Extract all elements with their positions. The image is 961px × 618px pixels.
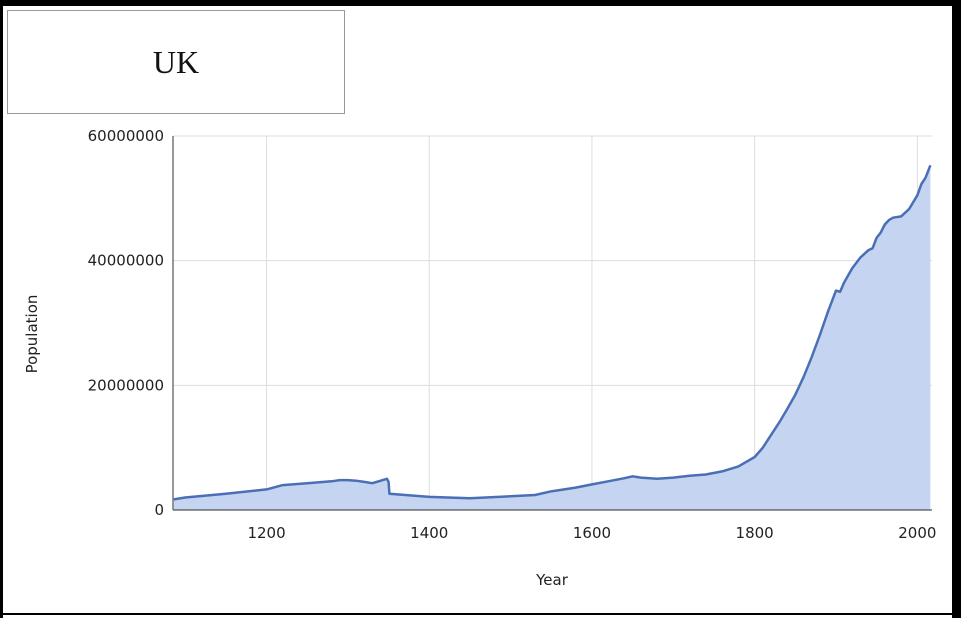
- chart-title: UK: [152, 43, 200, 80]
- frame-bottom: [0, 613, 961, 615]
- y-tick-label: 60000000: [88, 127, 164, 145]
- y-tick-label: 40000000: [88, 252, 164, 270]
- population-line: [173, 164, 932, 501]
- frame-right: [952, 0, 961, 618]
- x-axis-title: Year: [535, 571, 569, 589]
- x-tick-label: 1600: [573, 524, 611, 542]
- axes: [172, 136, 932, 511]
- y-tick-label: 0: [154, 501, 164, 519]
- x-tick-label: 1400: [410, 524, 448, 542]
- frame-top: [0, 0, 961, 6]
- x-tick-label: 2000: [898, 524, 936, 542]
- x-tick-label: 1200: [247, 524, 285, 542]
- x-tick-label: 1800: [736, 524, 774, 542]
- y-tick-label: 20000000: [88, 376, 164, 394]
- chart-title-box: UK: [7, 10, 345, 114]
- population-area-fill: [173, 165, 931, 511]
- tick-labels: 0 20000000 40000000 60000000 1200 1400 1600 180…: [88, 127, 937, 542]
- y-axis-title: Population: [23, 295, 41, 374]
- plot-area: [173, 164, 932, 511]
- frame-left: [0, 0, 3, 618]
